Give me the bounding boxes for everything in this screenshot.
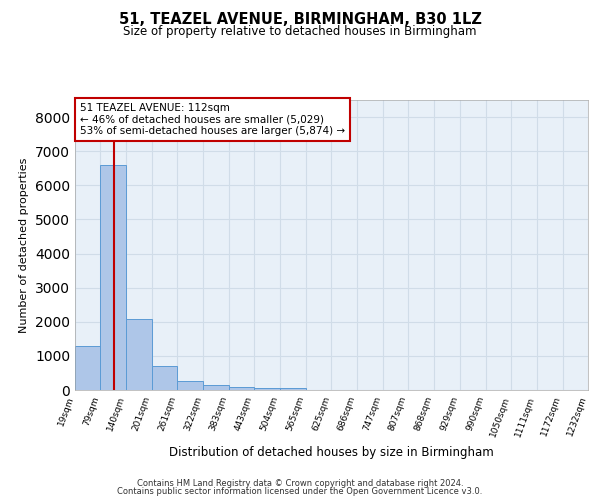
X-axis label: Distribution of detached houses by size in Birmingham: Distribution of detached houses by size … xyxy=(169,446,494,459)
Bar xyxy=(126,319,152,390)
Text: Size of property relative to detached houses in Birmingham: Size of property relative to detached ho… xyxy=(123,25,477,38)
Bar xyxy=(75,346,100,390)
Text: Contains public sector information licensed under the Open Government Licence v3: Contains public sector information licen… xyxy=(118,487,482,496)
Bar xyxy=(280,388,306,390)
Bar xyxy=(100,165,126,390)
Text: 51 TEAZEL AVENUE: 112sqm
← 46% of detached houses are smaller (5,029)
53% of sem: 51 TEAZEL AVENUE: 112sqm ← 46% of detach… xyxy=(80,103,345,136)
Bar xyxy=(254,388,280,390)
Text: Contains HM Land Registry data © Crown copyright and database right 2024.: Contains HM Land Registry data © Crown c… xyxy=(137,478,463,488)
Bar xyxy=(178,381,203,390)
Text: 51, TEAZEL AVENUE, BIRMINGHAM, B30 1LZ: 51, TEAZEL AVENUE, BIRMINGHAM, B30 1LZ xyxy=(119,12,481,28)
Y-axis label: Number of detached properties: Number of detached properties xyxy=(19,158,29,332)
Bar xyxy=(203,385,229,390)
Bar xyxy=(152,366,178,390)
Bar xyxy=(229,387,254,390)
